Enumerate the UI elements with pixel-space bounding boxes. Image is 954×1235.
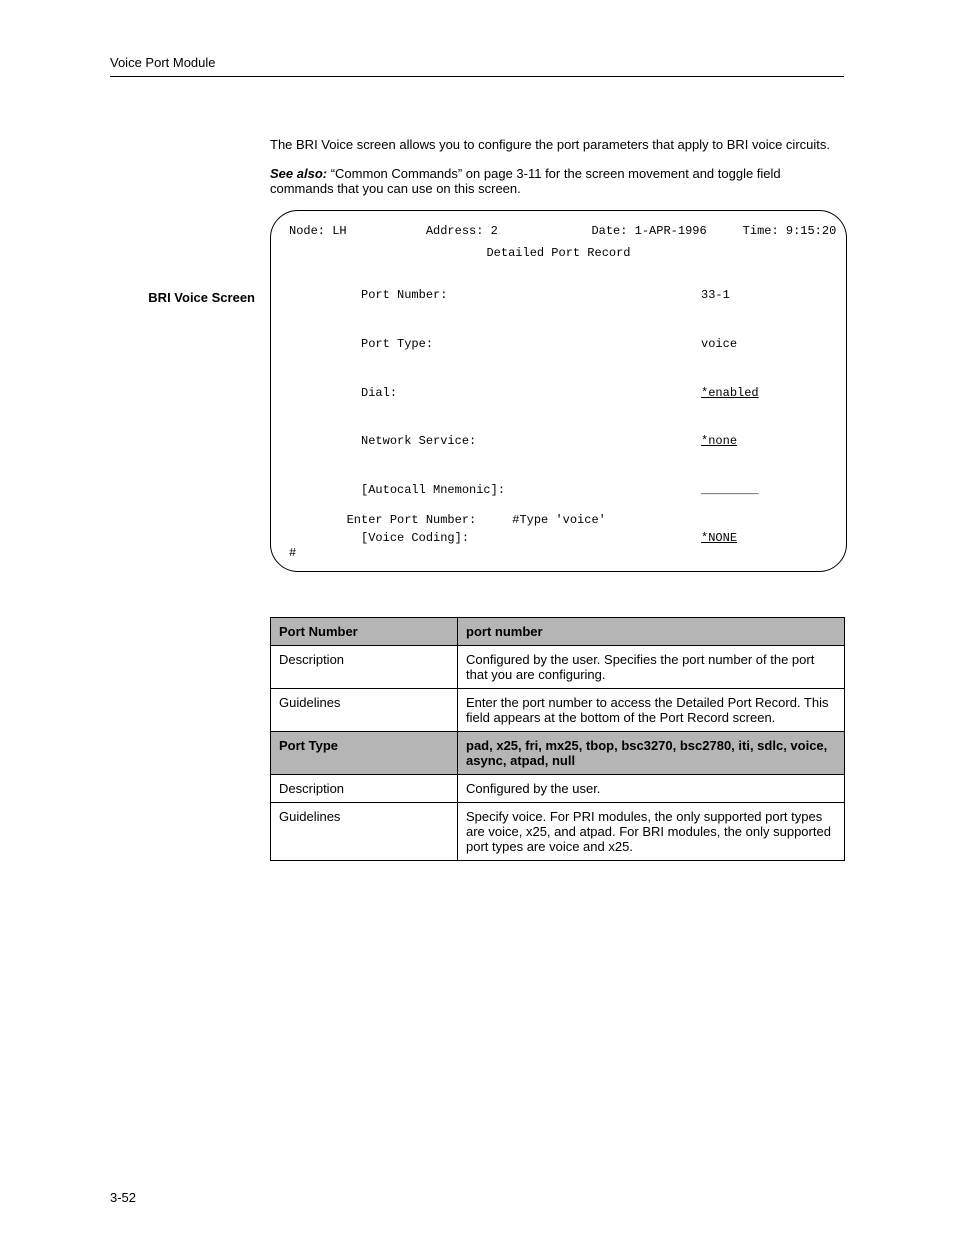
spec-table-body: Port Number port number Description Conf… [271,617,845,860]
table-cell: Guidelines [271,802,458,860]
panel-field-label: Port Type: [361,336,701,352]
table-row: Guidelines Specify voice. For PRI module… [271,802,845,860]
panel-field-value: voice [701,337,737,351]
panel-field-value: ________ [701,483,759,497]
page-header: Voice Port Module [110,55,844,77]
table-cell: Enter the port number to access the Deta… [458,688,845,731]
table-cell: Guidelines [271,688,458,731]
panel-field-value: *none [701,434,737,448]
see-also-block: See also: “Common Commands” on page 3-11… [270,166,844,196]
table-cell: Specify voice. For PRI modules, the only… [458,802,845,860]
panel-bottom-actions: Enter Port Number: #Type 'voice' [347,512,647,528]
panel-field-row: Dial:*enabled [289,368,828,417]
see-also-text: “Common Commands” on page 3-11 for the s… [270,166,781,196]
panel-field-label: Dial: [361,385,701,401]
table-cell: pad, x25, fri, mx25, tbop, bsc3270, bsc2… [458,731,845,774]
page-root: Voice Port Module The BRI Voice screen a… [0,0,954,1235]
panel-bottom-row: Enter Port Number: #Type 'voice' [289,496,828,545]
panel-field-value: *enabled [701,386,759,400]
table-cell: Description [271,774,458,802]
table-cell: Port Type [271,731,458,774]
panel-field-row: Port Number:33-1 [289,271,828,320]
table-cell: Port Number [271,617,458,645]
table-row: Port Number port number [271,617,845,645]
table-cell: Configured by the user. Specifies the po… [458,645,845,688]
table-row: Guidelines Enter the port number to acce… [271,688,845,731]
panel-field-value: 33-1 [701,288,730,302]
side-label: BRI Voice Screen [0,290,255,305]
panel-field-label: Network Service: [361,433,701,449]
table-row: Description Configured by the user. Spec… [271,645,845,688]
spec-table: Port Number port number Description Conf… [270,617,845,861]
panel-field-row: Port Type:voice [289,320,828,369]
panel-field-label: Port Number: [361,287,701,303]
table-cell: Configured by the user. [458,774,845,802]
table-row: Description Configured by the user. [271,774,845,802]
panel-title-line: Node: LH Address: 2 Date: 1-APR-1996 Tim… [289,223,828,239]
table-row: Port Type pad, x25, fri, mx25, tbop, bsc… [271,731,845,774]
table-cell: Description [271,645,458,688]
see-also-label: See also: [270,166,327,181]
panel-caption: Detailed Port Record [289,245,828,261]
terminal-panel: Node: LH Address: 2 Date: 1-APR-1996 Tim… [270,210,847,572]
panel-field-row: Network Service:*none [289,417,828,466]
page-number: 3-52 [110,1190,136,1205]
panel-bottom-hash: # [289,545,828,561]
panel-bottom: Enter Port Number: #Type 'voice' # [289,496,828,561]
intro-text: The BRI Voice screen allows you to confi… [270,137,845,154]
table-cell: port number [458,617,845,645]
spec-table-wrap: Port Number port number Description Conf… [270,617,845,861]
